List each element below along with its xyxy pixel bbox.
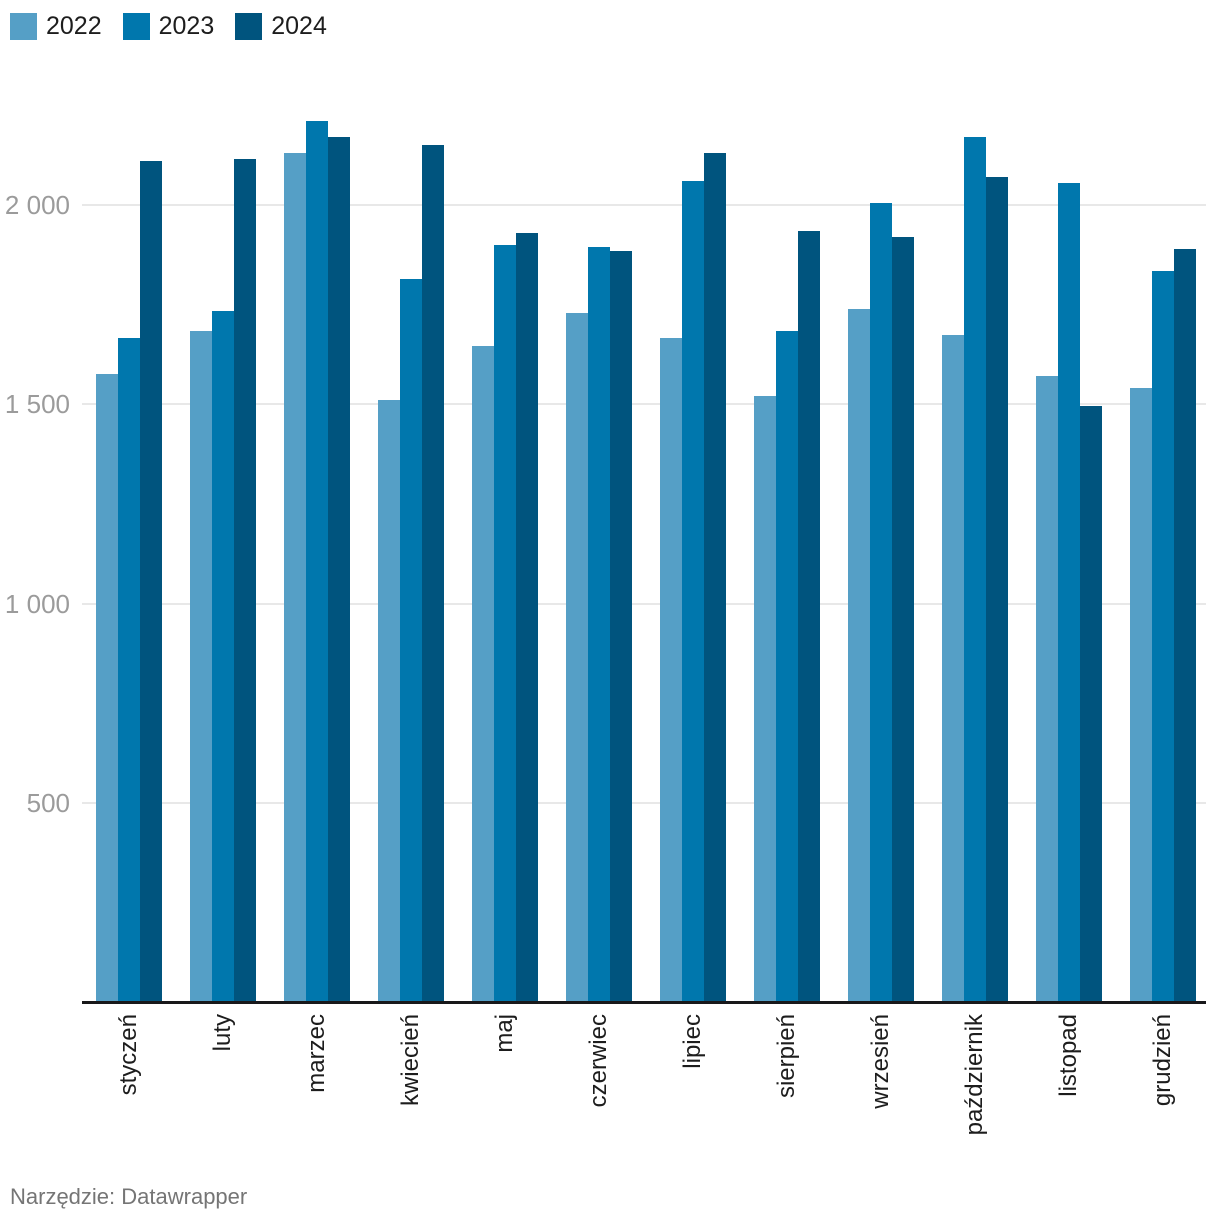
- gridline: [82, 204, 1206, 206]
- bar: [306, 121, 328, 1002]
- legend-item: 2024: [235, 12, 327, 40]
- bar: [870, 203, 892, 1002]
- bar: [986, 177, 1008, 1002]
- bar: [798, 230, 820, 1002]
- x-axis-label: maj: [491, 1014, 518, 1053]
- bar: [1080, 406, 1102, 1002]
- bar: [1058, 183, 1080, 1002]
- y-tick-label: 1 500: [4, 389, 70, 420]
- bar: [96, 374, 118, 1002]
- legend: 2022 2023 2024: [10, 12, 327, 40]
- x-axis-label: lipiec: [679, 1014, 706, 1069]
- gridline: [82, 602, 1206, 605]
- x-axis-label: październik: [961, 1014, 988, 1136]
- bar: [422, 145, 444, 1002]
- bar: [892, 236, 914, 1002]
- bar: [190, 330, 212, 1002]
- bar: [516, 232, 538, 1002]
- gridline: [82, 801, 1206, 804]
- bar: [682, 181, 704, 1002]
- bar: [494, 244, 516, 1002]
- y-tick-label: 500: [26, 787, 70, 818]
- bar: [704, 153, 726, 1002]
- legend-swatch: [10, 12, 37, 40]
- y-tick-label: 1 000: [4, 588, 70, 619]
- x-axis-label: listopad: [1055, 1014, 1082, 1097]
- bar: [566, 312, 588, 1002]
- x-axis-label: marzec: [303, 1014, 330, 1093]
- legend-item: 2023: [122, 12, 215, 40]
- legend-swatch: [122, 12, 150, 40]
- bar: [1152, 270, 1174, 1002]
- bar: [964, 137, 986, 1002]
- bar: [848, 308, 870, 1002]
- legend-label: 2023: [158, 12, 215, 40]
- bar: [610, 250, 632, 1002]
- legend-item: 2022: [10, 12, 102, 40]
- bar: [328, 137, 350, 1002]
- bar: [400, 278, 422, 1002]
- chart-footer: Narzędzie: Datawrapper: [10, 1184, 248, 1209]
- bar: [118, 338, 140, 1002]
- y-tick-label: 2 000: [4, 190, 70, 220]
- bar: [212, 310, 234, 1002]
- bar: [754, 396, 776, 1002]
- bar: [1036, 376, 1058, 1002]
- bar: [1130, 388, 1152, 1002]
- bar: [776, 330, 798, 1002]
- x-axis-label: kwiecień: [397, 1014, 424, 1107]
- legend-label: 2022: [46, 12, 102, 40]
- x-axis-line: [82, 1001, 1206, 1004]
- legend-swatch: [235, 12, 263, 40]
- bar: [378, 400, 400, 1002]
- x-axis-label: czerwiec: [585, 1014, 612, 1108]
- x-axis-label: grudzień: [1149, 1014, 1176, 1107]
- bar: [942, 334, 964, 1002]
- x-axis-label: styczeń: [115, 1014, 142, 1096]
- bar: [234, 159, 256, 1002]
- x-axis-label: sierpień: [773, 1014, 800, 1099]
- bar: [1174, 248, 1196, 1002]
- bar: [472, 346, 494, 1002]
- bar: [284, 153, 306, 1002]
- x-axis-label: luty: [209, 1014, 236, 1052]
- gridline: [82, 403, 1206, 406]
- bar: [140, 161, 162, 1002]
- legend-label: 2024: [271, 12, 327, 40]
- x-axis-label: wrzesień: [867, 1014, 894, 1109]
- bar: [588, 246, 610, 1002]
- bar: [660, 338, 682, 1002]
